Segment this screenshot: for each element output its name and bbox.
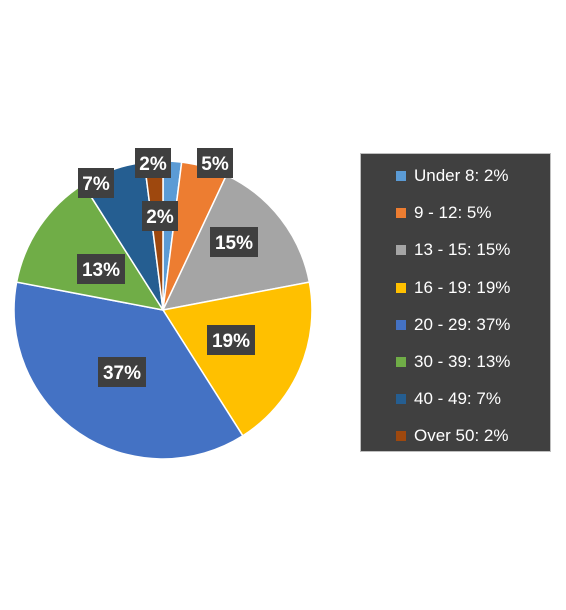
data-label-text: 37%: [103, 363, 141, 384]
legend-item: Over 50: 2%: [361, 424, 509, 448]
legend-label: Over 50: 2%: [414, 426, 509, 446]
legend-item: 9 - 12: 5%: [361, 201, 492, 225]
legend-label: 16 - 19: 19%: [414, 277, 511, 297]
data-label-box: [207, 325, 255, 355]
legend-item: 13 - 15: 15%: [361, 238, 510, 262]
data-label-box: [197, 148, 233, 178]
pie-slice: [15, 183, 165, 312]
legend-swatch: [396, 282, 406, 293]
data-label-box: [77, 254, 125, 284]
data-label: 2%: [135, 148, 171, 178]
legend-item: 30 - 39: 13%: [361, 350, 510, 374]
data-label-box: [142, 201, 178, 231]
pie-slice: [161, 281, 313, 437]
data-label-box: [210, 227, 258, 257]
data-label-text: 19%: [212, 331, 250, 352]
data-label-box: [135, 148, 171, 178]
data-label: 2%: [142, 201, 178, 231]
data-label-text: 2%: [146, 207, 174, 228]
legend-label: 20 - 29: 37%: [414, 314, 511, 334]
legend-swatch: [396, 431, 406, 442]
data-label-text: 13%: [82, 260, 120, 281]
data-label: 7%: [78, 168, 114, 198]
data-label-text: 2%: [139, 154, 167, 175]
data-label-text: 15%: [215, 233, 253, 254]
legend-swatch: [396, 245, 406, 256]
data-label-box: [98, 357, 146, 387]
data-label-box: [78, 168, 114, 198]
data-label: 19%: [207, 325, 255, 355]
data-label: 13%: [77, 254, 125, 284]
legend: Under 8: 2% 9 - 12: 5% 13 - 15: 15% 16 - 19…: [360, 153, 551, 452]
legend-label: 13 - 15: 15%: [414, 240, 511, 260]
legend-label: Under 8: 2%: [414, 166, 509, 185]
data-label-text: 7%: [82, 174, 110, 195]
legend-swatch: [396, 394, 406, 405]
legend-swatch: [396, 171, 406, 181]
legend-swatch: [396, 357, 406, 367]
data-label: 15%: [210, 227, 258, 257]
data-label: 5%: [197, 148, 233, 178]
legend-label: 40 - 49: 7%: [414, 389, 501, 409]
legend-item: Under 8: 2%: [361, 164, 509, 188]
legend-label: 30 - 39: 13%: [414, 352, 511, 371]
legend-label: 9 - 12: 5%: [414, 203, 492, 223]
legend-swatch: [396, 208, 406, 219]
legend-item: 40 - 49: 7%: [361, 387, 501, 411]
data-label-text: 5%: [201, 154, 229, 175]
legend-item: 16 - 19: 19%: [361, 276, 510, 300]
legend-swatch: [396, 319, 406, 330]
data-label: 37%: [98, 357, 146, 387]
legend-item: 20 - 29: 37%: [361, 313, 510, 337]
